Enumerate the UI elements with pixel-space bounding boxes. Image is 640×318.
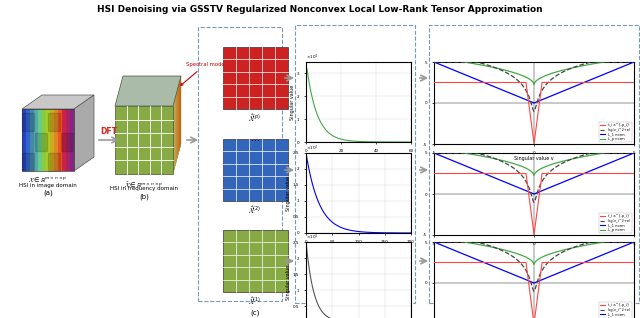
Polygon shape <box>38 109 42 171</box>
Text: $\hat{\mathcal{X}}^{(p)}$: $\hat{\mathcal{X}}^{(p)}$ <box>248 112 262 122</box>
X-axis label: Singular value v: Singular value v <box>514 156 554 161</box>
Y-axis label: Singular value: Singular value <box>290 84 295 120</box>
Polygon shape <box>176 91 177 163</box>
Legend: t_i a^{-p_i}, log(v_i^2+e), L_1 norm, L_p norm: t_i a^{-p_i}, log(v_i^2+e), L_1 norm, L_… <box>599 302 632 318</box>
Polygon shape <box>22 153 34 171</box>
Polygon shape <box>61 133 73 151</box>
Polygon shape <box>30 109 34 171</box>
Polygon shape <box>174 99 175 170</box>
Polygon shape <box>54 109 58 171</box>
Polygon shape <box>35 133 47 151</box>
Polygon shape <box>178 84 179 155</box>
Text: $\times10^4$: $\times10^4$ <box>306 232 319 242</box>
Polygon shape <box>22 109 26 171</box>
Polygon shape <box>62 109 66 171</box>
Polygon shape <box>50 109 54 171</box>
Polygon shape <box>34 109 38 171</box>
Text: (a): (a) <box>43 190 53 197</box>
Text: HSI Denoising via GSSTV Regularized Nonconvex Local Low-Rank Tensor Approximatio: HSI Denoising via GSSTV Regularized Nonc… <box>97 5 543 14</box>
Polygon shape <box>115 106 173 174</box>
Polygon shape <box>58 109 62 171</box>
Text: (b): (b) <box>139 193 149 199</box>
Y-axis label: Singular value: Singular value <box>286 175 291 211</box>
Polygon shape <box>22 95 94 109</box>
Polygon shape <box>66 109 70 171</box>
Text: $\hat{\mathcal{X}}^{(2)}$: $\hat{\mathcal{X}}^{(2)}$ <box>248 204 262 215</box>
Polygon shape <box>223 139 287 201</box>
Text: HSI in frequency domain: HSI in frequency domain <box>110 186 178 191</box>
Polygon shape <box>175 95 176 167</box>
Polygon shape <box>74 95 94 171</box>
Polygon shape <box>179 80 180 151</box>
Y-axis label: Singular value: Singular value <box>286 264 291 300</box>
Polygon shape <box>48 153 60 171</box>
Polygon shape <box>115 76 181 106</box>
Text: Spectral mode: Spectral mode <box>181 62 225 86</box>
Polygon shape <box>177 87 178 159</box>
Polygon shape <box>26 109 30 171</box>
Polygon shape <box>223 47 287 109</box>
Polygon shape <box>22 113 34 131</box>
Polygon shape <box>223 230 287 292</box>
Text: (d): (d) <box>346 310 356 316</box>
Polygon shape <box>46 109 50 171</box>
Text: ...: ... <box>250 133 259 143</box>
Text: (c): (c) <box>250 310 260 316</box>
Polygon shape <box>70 109 74 171</box>
Polygon shape <box>173 102 174 174</box>
Polygon shape <box>48 113 60 131</box>
Text: $\times10^4$: $\times10^4$ <box>306 52 319 62</box>
Legend: t_i a^{-p_i}, log(v_i^2+e), L_1 norm, L_p norm: t_i a^{-p_i}, log(v_i^2+e), L_1 norm, L_… <box>599 122 632 142</box>
Text: (e): (e) <box>530 310 540 316</box>
Polygon shape <box>180 76 181 148</box>
Text: $\hat{\mathcal{X}}\in\mathbb{R}^{m\times n\times p}$: $\hat{\mathcal{X}}\in\mathbb{R}^{m\times… <box>124 179 164 189</box>
Legend: t_i a^{-p_i}, log(v_i^2+e), L_1 norm, L_p norm: t_i a^{-p_i}, log(v_i^2+e), L_1 norm, L_… <box>599 213 632 233</box>
Text: DFT: DFT <box>100 127 118 136</box>
Text: $\mathcal{X}\in\mathbb{R}^{m\times n\times p}$: $\mathcal{X}\in\mathbb{R}^{m\times n\tim… <box>28 176 68 184</box>
Text: HSI in image domain: HSI in image domain <box>19 183 77 188</box>
Text: $\hat{\mathcal{X}}^{(1)}$: $\hat{\mathcal{X}}^{(1)}$ <box>248 295 262 306</box>
Text: $\times10^4$: $\times10^4$ <box>306 143 319 153</box>
Polygon shape <box>42 109 46 171</box>
